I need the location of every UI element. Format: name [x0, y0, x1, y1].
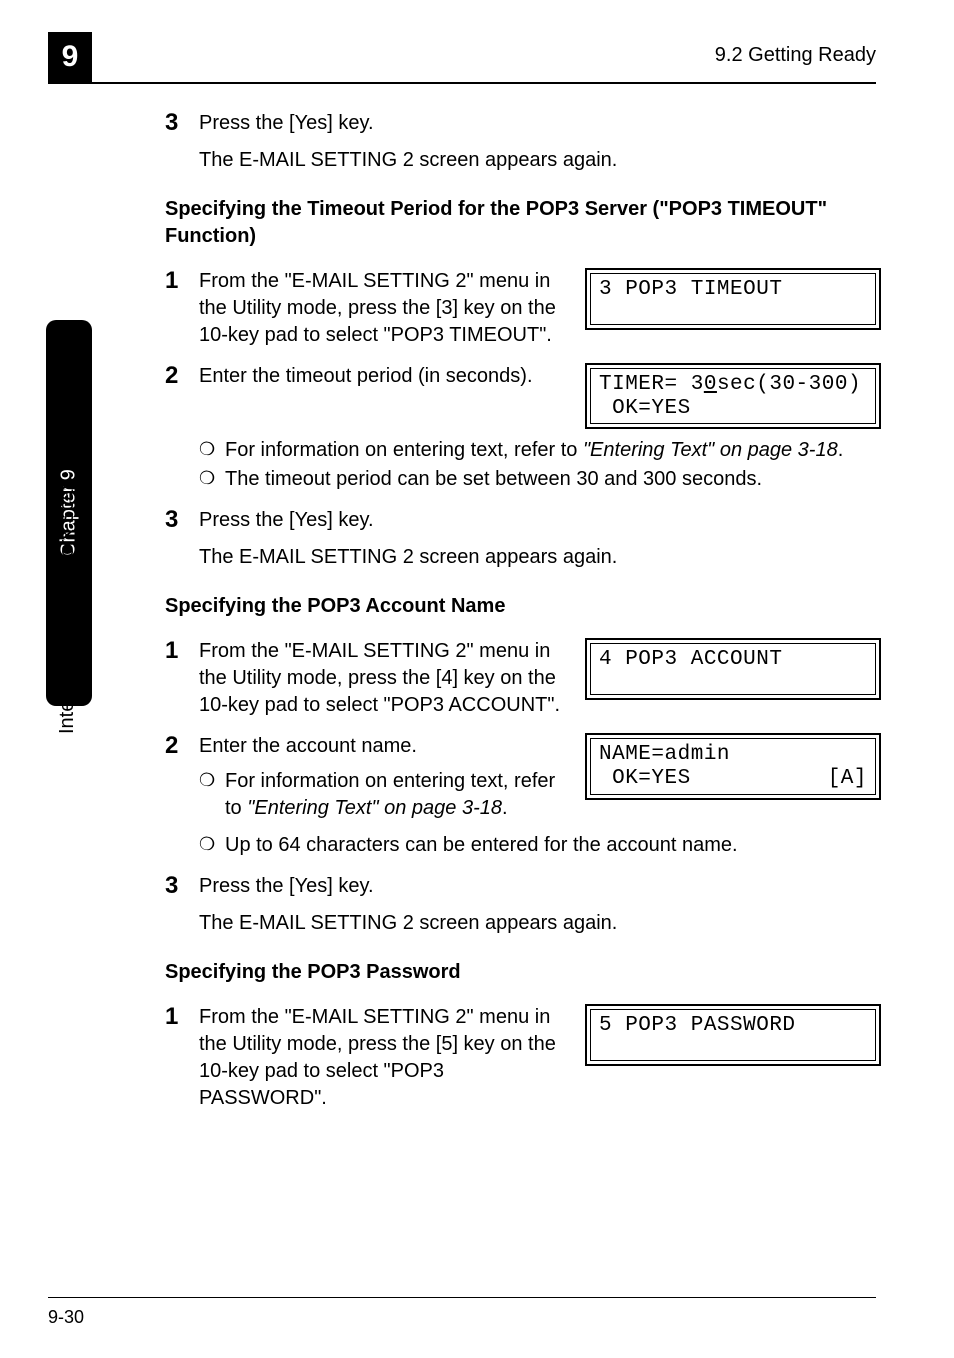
- lcd-screen: 4 POP3 ACCOUNT: [590, 643, 876, 695]
- side-book-title: Internet Fax & Network Scan: [56, 478, 79, 734]
- password-step-1: 1 From the "E-MAIL SETTING 2" menu in th…: [165, 1004, 881, 1112]
- lcd-line-2: OK=YES: [599, 397, 867, 421]
- text: .: [502, 797, 508, 819]
- account-step2-notes-top: ❍ For information on entering text, refe…: [199, 768, 567, 822]
- step-number: 2: [165, 363, 199, 389]
- note-text: For information on entering text, refer …: [225, 768, 567, 822]
- lcd-screen: 3 POP3 TIMEOUT: [590, 273, 876, 325]
- step-number: 2: [165, 733, 199, 759]
- lcd-line-2: OK=YES [A]: [599, 767, 867, 791]
- bullet-icon: ❍: [199, 437, 225, 462]
- reference-link-text: "Entering Text" on page 3-18: [247, 797, 502, 819]
- lcd-pop3-timeout-menu: 3 POP3 TIMEOUT: [585, 268, 881, 330]
- page: 9 9.2 Getting Ready Chapter 9 Internet F…: [0, 0, 954, 1358]
- step-text: From the "E-MAIL SETTING 2" menu in the …: [199, 638, 567, 719]
- footer-rule: [48, 1297, 876, 1298]
- step-number: 3: [165, 110, 199, 136]
- step-text: Press the [Yes] key.: [199, 110, 881, 137]
- heading-pop3-password: Specifying the POP3 Password: [165, 959, 881, 986]
- lcd-screen: NAME=admin OK=YES [A]: [590, 738, 876, 794]
- step-result: The E-MAIL SETTING 2 screen appears agai…: [199, 910, 881, 937]
- step-number: 3: [165, 507, 199, 533]
- lcd-line: 4 POP3 ACCOUNT: [599, 648, 867, 672]
- step-result: The E-MAIL SETTING 2 screen appears agai…: [199, 147, 881, 174]
- note-text: Up to 64 characters can be entered for t…: [225, 832, 881, 859]
- step-text: Press the [Yes] key.: [199, 507, 881, 534]
- lcd-line-1: TIMER= 30sec(30-300): [599, 373, 867, 397]
- bullet-icon: ❍: [199, 466, 225, 491]
- step-number: 1: [165, 638, 199, 664]
- lcd-pop3-timeout-timer: TIMER= 30sec(30-300) OK=YES: [585, 363, 881, 429]
- step-number: 3: [165, 873, 199, 899]
- lcd-text: sec(30-300): [717, 373, 861, 396]
- step-number: 1: [165, 268, 199, 294]
- lcd-text-right: [A]: [828, 767, 867, 791]
- step-text: Enter the account name.: [199, 733, 567, 760]
- step-result: The E-MAIL SETTING 2 screen appears agai…: [199, 544, 881, 571]
- step-number: 1: [165, 1004, 199, 1030]
- text: For information on entering text, refer …: [225, 439, 583, 461]
- lcd-pop3-password-menu: 5 POP3 PASSWORD: [585, 1004, 881, 1066]
- chapter-tab: 9: [48, 32, 92, 82]
- prev-proc-step-3: 3 Press the [Yes] key. The E-MAIL SETTIN…: [165, 110, 881, 174]
- step-text: From the "E-MAIL SETTING 2" menu in the …: [199, 1004, 567, 1112]
- step-text: Press the [Yes] key.: [199, 873, 881, 900]
- lcd-pop3-account-menu: 4 POP3 ACCOUNT: [585, 638, 881, 700]
- lcd-text: TIMER= 3: [599, 373, 704, 396]
- heading-pop3-account: Specifying the POP3 Account Name: [165, 593, 881, 620]
- header-rule: [48, 82, 876, 84]
- content-column: 3 Press the [Yes] key. The E-MAIL SETTIN…: [165, 110, 881, 1126]
- lcd-pop3-account-name: NAME=admin OK=YES [A]: [585, 733, 881, 799]
- account-step2-notes-bottom: ❍ Up to 64 characters can be entered for…: [199, 832, 881, 859]
- timeout-step2-notes: ❍ For information on entering text, refe…: [199, 437, 881, 493]
- lcd-line: 5 POP3 PASSWORD: [599, 1014, 867, 1038]
- note-text: The timeout period can be set between 30…: [225, 466, 881, 493]
- step-text: Enter the timeout period (in seconds).: [199, 363, 567, 390]
- reference-link-text: "Entering Text" on page 3-18: [583, 439, 838, 461]
- lcd-line: 3 POP3 TIMEOUT: [599, 278, 867, 302]
- timeout-step-1: 1 From the "E-MAIL SETTING 2" menu in th…: [165, 268, 881, 349]
- bullet-icon: ❍: [199, 768, 225, 793]
- text: .: [838, 439, 844, 461]
- lcd-screen: TIMER= 30sec(30-300) OK=YES: [590, 368, 876, 424]
- timeout-step-3: 3 Press the [Yes] key. The E-MAIL SETTIN…: [165, 507, 881, 571]
- account-step-2: 2 Enter the account name. ❍ For informat…: [165, 733, 881, 859]
- bullet-icon: ❍: [199, 832, 225, 857]
- account-step-1: 1 From the "E-MAIL SETTING 2" menu in th…: [165, 638, 881, 719]
- lcd-line-1: NAME=admin: [599, 743, 867, 767]
- heading-pop3-timeout: Specifying the Timeout Period for the PO…: [165, 196, 881, 250]
- footer-page-number: 9-30: [48, 1307, 84, 1328]
- timeout-step-2: 2 Enter the timeout period (in seconds).…: [165, 363, 881, 493]
- lcd-cursor-char: 0: [704, 373, 717, 396]
- note-text: For information on entering text, refer …: [225, 437, 881, 464]
- step-text: From the "E-MAIL SETTING 2" menu in the …: [199, 268, 567, 349]
- lcd-screen: 5 POP3 PASSWORD: [590, 1009, 876, 1061]
- lcd-text-left: OK=YES: [599, 767, 691, 791]
- header-section-title: 9.2 Getting Ready: [715, 44, 876, 67]
- account-step-3: 3 Press the [Yes] key. The E-MAIL SETTIN…: [165, 873, 881, 937]
